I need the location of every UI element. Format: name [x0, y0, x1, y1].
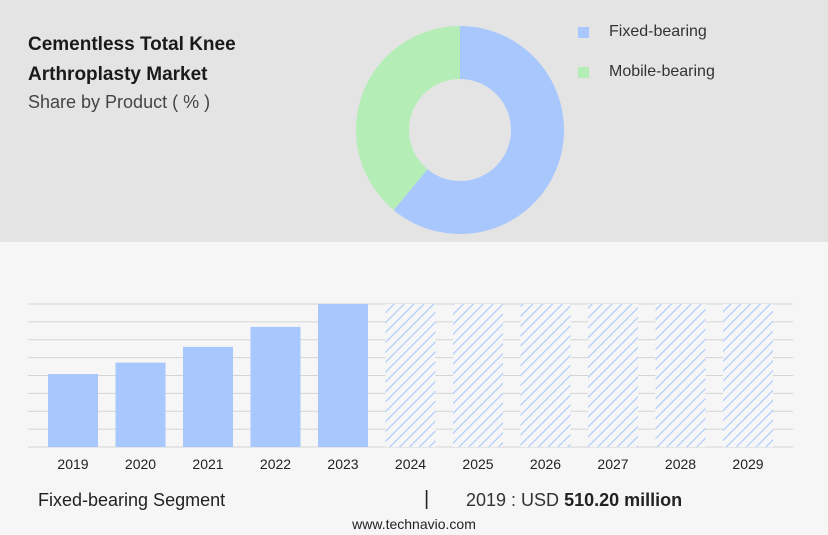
footer-separator: | — [424, 488, 430, 510]
x-tick-label: 2027 — [597, 456, 628, 472]
bar — [115, 362, 166, 447]
bar — [183, 346, 233, 447]
x-tick-label: 2024 — [395, 456, 426, 472]
footer-value-line: 2019 : USD 510.20 million — [466, 490, 682, 511]
x-tick-label: 2022 — [260, 456, 291, 472]
forecast-bar — [723, 304, 773, 447]
x-tick-label: 2026 — [530, 456, 561, 472]
donut-chart — [356, 26, 564, 234]
legend-label: Fixed-bearing — [609, 23, 707, 40]
footer-value: 510.20 million — [564, 490, 683, 510]
chart-subtitle: Share by Product ( % ) — [28, 92, 211, 112]
legend: Fixed-bearing Mobile-bearing — [578, 12, 715, 92]
source-url: www.technavio.com — [352, 516, 476, 532]
bar — [250, 326, 301, 447]
x-tick-label: 2029 — [732, 456, 763, 472]
donut-slice — [356, 26, 460, 211]
forecast-bar — [520, 304, 571, 447]
footer-segment: Fixed-bearing Segment — [38, 490, 226, 510]
x-tick-label: 2028 — [665, 456, 696, 472]
bar — [318, 304, 368, 447]
forecast-bar — [385, 304, 436, 447]
x-tick-label: 2019 — [57, 456, 88, 472]
legend-swatch-fixed-bearing — [578, 26, 589, 38]
bar-chart: 2019 2020 2021 2022 2023 2024 2025 2026 2027 2028… — [28, 303, 793, 472]
legend-label: Mobile-bearing — [609, 63, 715, 80]
forecast-bar — [588, 304, 638, 447]
chart-title: Cementless Total Knee Arthroplasty Marke… — [28, 34, 236, 85]
legend-item-fixed-bearing: Fixed-bearing — [578, 12, 715, 52]
footer-prefix: 2019 : USD — [466, 490, 560, 510]
donut-slice — [393, 26, 564, 234]
x-tick-label: 2021 — [192, 456, 223, 472]
legend-swatch-mobile-bearing — [578, 66, 589, 78]
forecast-bar — [655, 304, 706, 447]
x-tick-label: 2023 — [327, 456, 358, 472]
x-tick-label: 2020 — [125, 456, 156, 472]
bar — [48, 374, 98, 447]
forecast-bar — [453, 304, 503, 447]
x-tick-label: 2025 — [462, 456, 493, 472]
legend-item-mobile-bearing: Mobile-bearing — [578, 52, 715, 92]
